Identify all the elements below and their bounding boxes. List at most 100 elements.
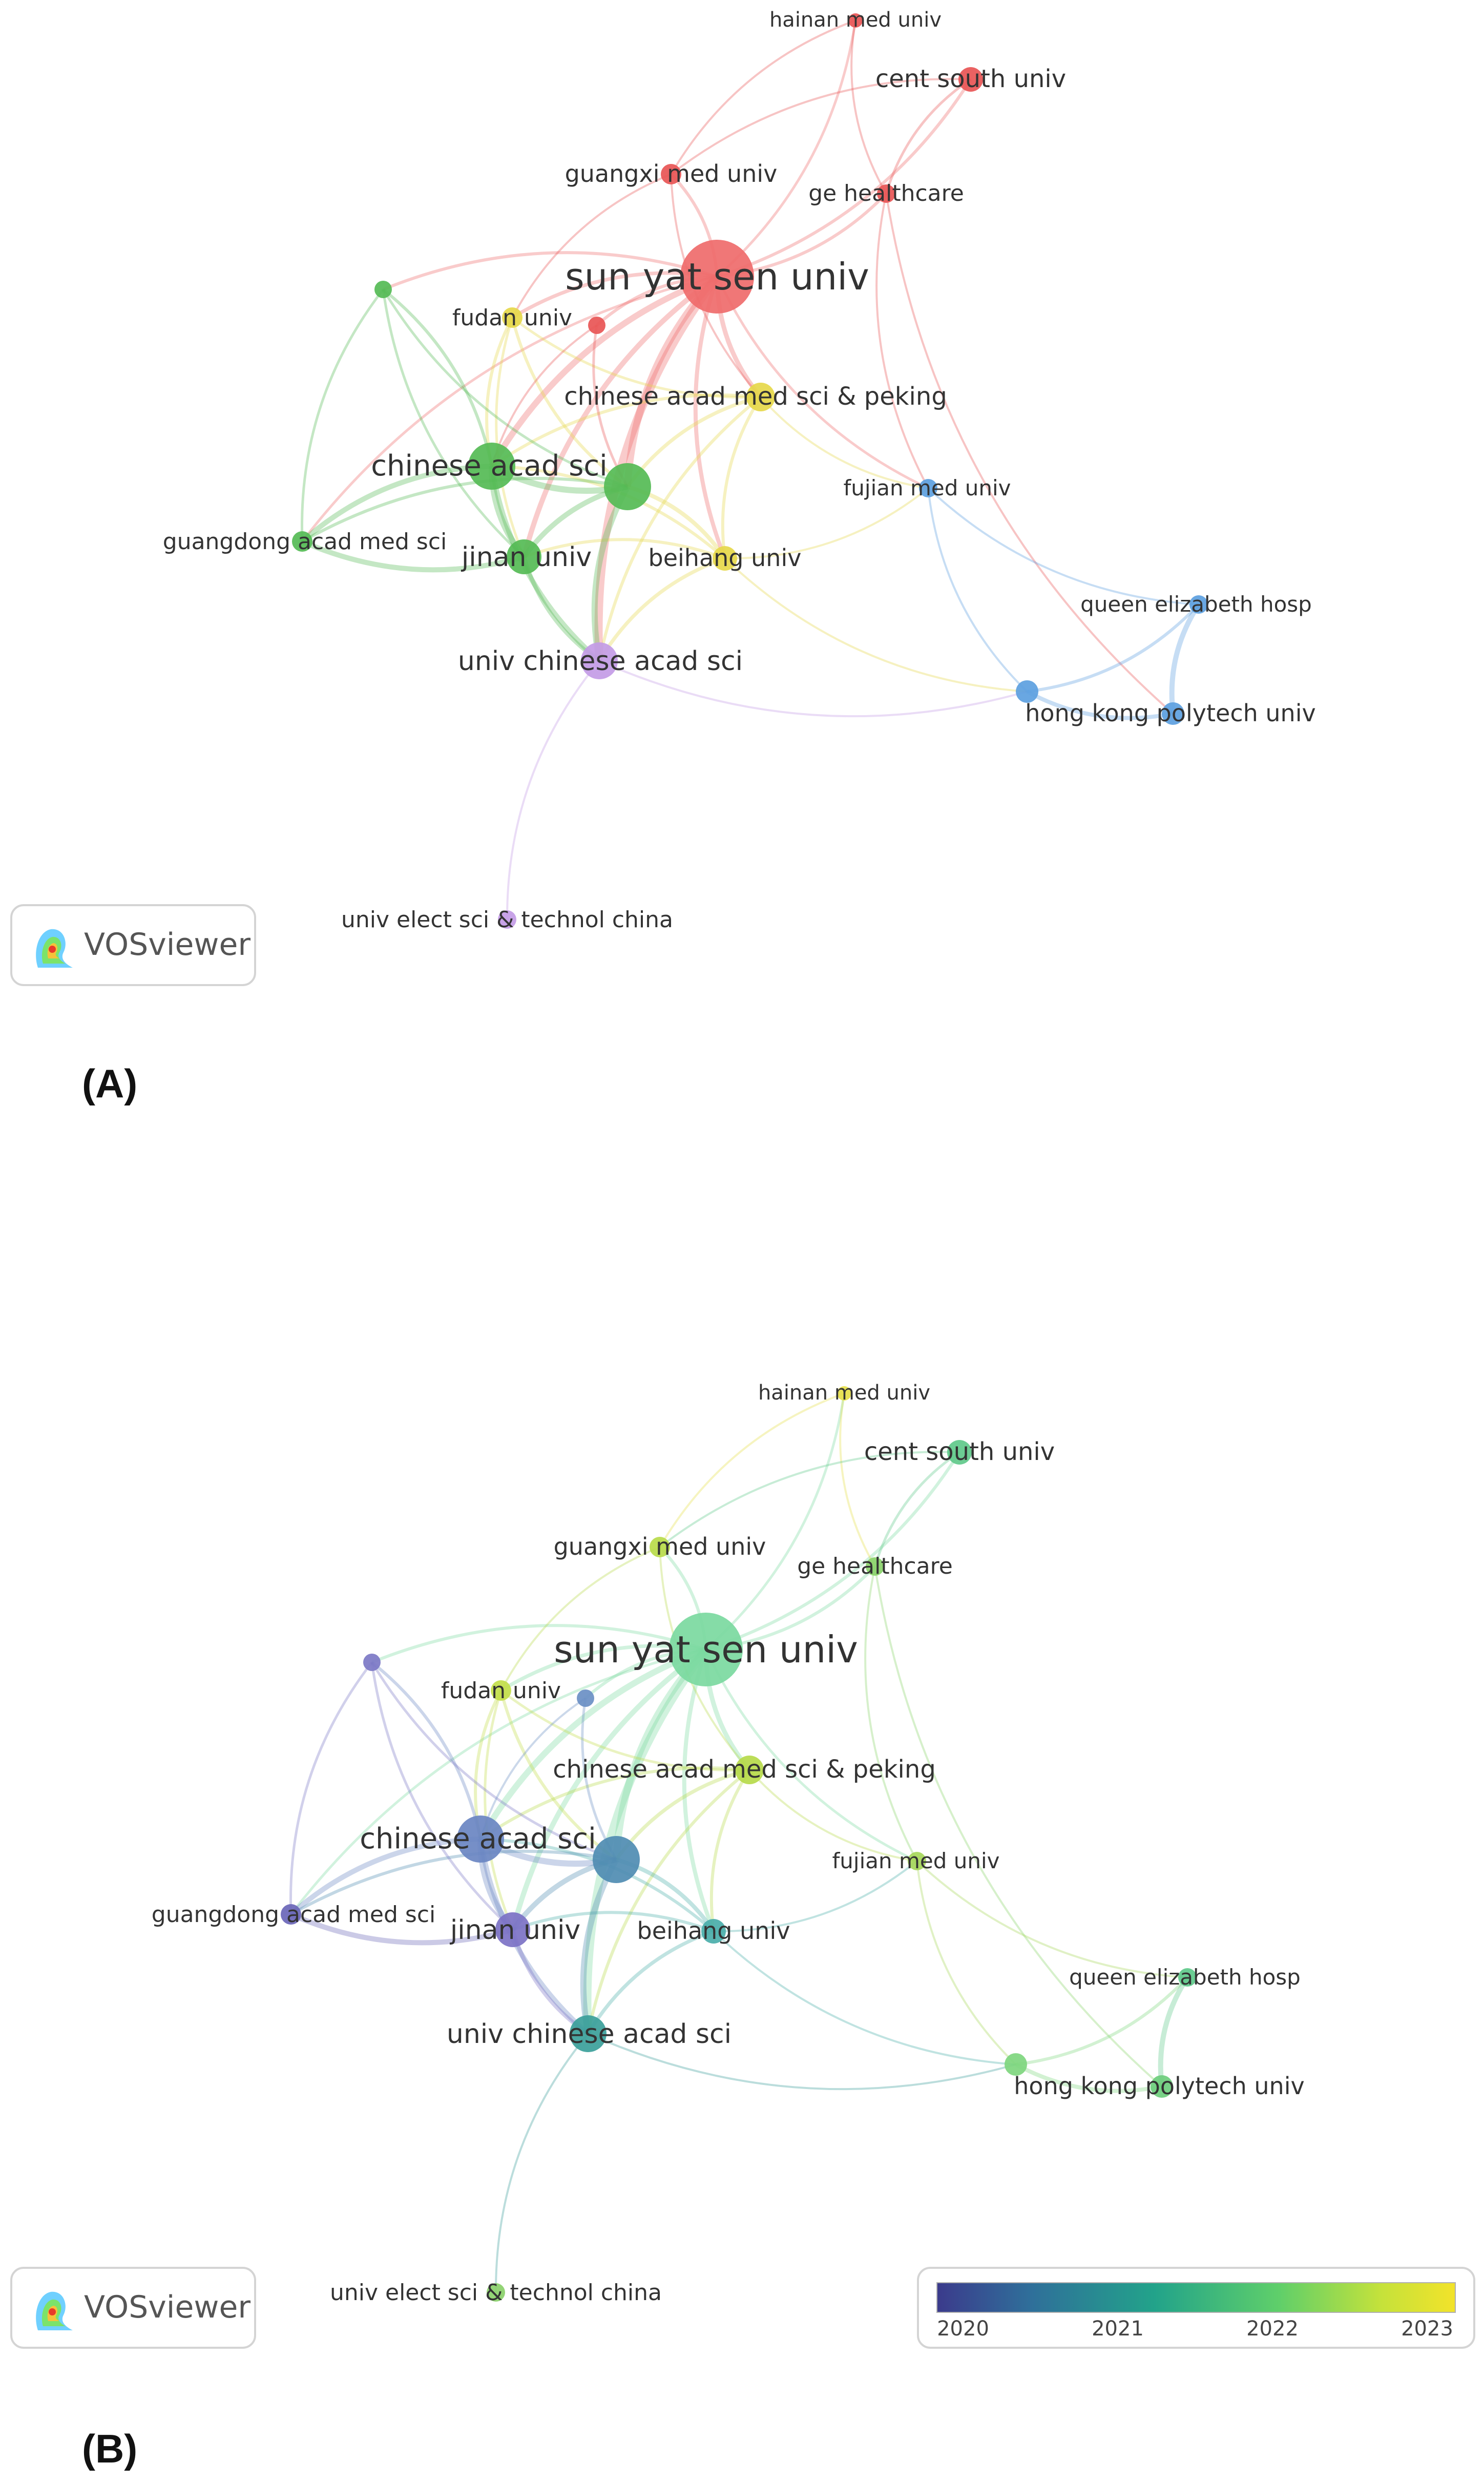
network-node-centsouth[interactable] xyxy=(947,1440,972,1465)
network-edge xyxy=(382,251,718,291)
node-label-ge: ge healthcare xyxy=(808,180,964,206)
network-node-polyu[interactable] xyxy=(1151,2075,1173,2098)
colorbar-gradient xyxy=(936,2282,1456,2313)
node-label-guangxi: guangxi med univ xyxy=(565,160,778,187)
network-edge xyxy=(713,1860,918,1933)
network-node-uestc[interactable] xyxy=(487,2283,505,2302)
node-label-fujian: fujian med univ xyxy=(844,475,1011,500)
network-node-blue_small[interactable] xyxy=(1005,2053,1027,2076)
network-node-fudan[interactable] xyxy=(502,307,522,328)
network-node-guangxi[interactable] xyxy=(661,164,681,184)
network-edge xyxy=(524,538,726,560)
nodes: sun yat sen univ hainan med univ cent sout… xyxy=(163,8,1316,933)
network-node-hainan[interactable] xyxy=(848,13,863,28)
network-graph-a: sun yat sen univ hainan med univ cent sout… xyxy=(163,8,1316,933)
network-node-gdams[interactable] xyxy=(292,531,312,552)
network-edge xyxy=(588,2033,1016,2091)
network-edge xyxy=(301,476,628,543)
network-edge xyxy=(521,274,719,558)
network-node-jinan[interactable] xyxy=(495,1912,530,1947)
network-node-blue_small[interactable] xyxy=(1016,680,1038,703)
network-edge xyxy=(382,288,628,488)
network-edge xyxy=(511,173,672,318)
vosviewer-badge-a: VOSviewer xyxy=(10,904,256,986)
node-label-uestc: univ elect sci & technol china xyxy=(341,907,673,933)
network-node-hainan[interactable] xyxy=(837,1386,851,1401)
network-edge xyxy=(693,276,727,559)
network-node-ge[interactable] xyxy=(866,1557,884,1576)
network-node-fujian[interactable] xyxy=(908,1852,926,1870)
network-node-beihang[interactable] xyxy=(701,1919,726,1944)
network-edge xyxy=(1169,603,1201,714)
network-edge xyxy=(300,464,492,544)
network-node-red_small[interactable] xyxy=(588,317,605,334)
network-edge xyxy=(512,1911,715,1933)
network-node-cas[interactable] xyxy=(457,1815,504,1863)
year-colorbar: 2020 2021 2022 2023 xyxy=(917,2267,1475,2349)
network-node-sysu[interactable] xyxy=(669,1613,743,1686)
network-edge xyxy=(289,1836,481,1916)
node-label-sysu: sun yat sen univ xyxy=(554,1628,858,1671)
vosviewer-label: VOSviewer xyxy=(84,2289,251,2325)
network-node-uestc[interactable] xyxy=(498,910,516,929)
node-label-cas: chinese acad sci xyxy=(371,449,608,483)
network-panel-a: sun yat sen univ hainan med univ cent sout… xyxy=(0,0,1484,1025)
network-node-green_mid[interactable] xyxy=(604,463,651,510)
network-node-green_mid[interactable] xyxy=(593,1836,640,1883)
network-edge xyxy=(748,1769,917,1862)
network-node-polyu[interactable] xyxy=(1162,702,1184,725)
network-node-ucas[interactable] xyxy=(581,642,618,679)
node-label-polyu: hong kong polytech univ xyxy=(1014,2072,1304,2100)
network-edge xyxy=(580,1858,619,2035)
network-edge xyxy=(511,317,761,399)
network-edge xyxy=(724,557,1028,693)
network-node-gdams[interactable] xyxy=(281,1904,301,1925)
node-label-hainan: hainan med univ xyxy=(769,8,942,32)
node-label-ucas: univ chinese acad sci xyxy=(458,646,743,677)
network-node-centsouth[interactable] xyxy=(958,67,983,92)
network-node-qeh[interactable] xyxy=(1189,595,1208,614)
network-node-qeh[interactable] xyxy=(1178,1968,1197,1987)
network-edge xyxy=(709,1769,751,1932)
network-edge xyxy=(916,1861,1017,2065)
network-edge xyxy=(875,193,929,489)
network-edge xyxy=(499,1690,617,1861)
network-edge xyxy=(477,1646,707,1841)
network-node-green_small[interactable] xyxy=(374,281,392,298)
network-panel-b: sun yat sen univ hainan med univ cent sout… xyxy=(0,1352,1484,2377)
network-edge xyxy=(1158,1976,1190,2087)
network-edge xyxy=(500,1689,750,1772)
network-edge xyxy=(491,324,598,467)
network-edge xyxy=(598,395,762,661)
vosviewer-logo-icon xyxy=(36,2291,73,2330)
network-edge xyxy=(583,1647,709,2034)
network-node-fudan[interactable] xyxy=(491,1680,511,1701)
network-node-ge[interactable] xyxy=(877,184,895,203)
network-edge xyxy=(586,1929,715,2035)
network-edge xyxy=(864,1566,918,1862)
network-edge xyxy=(382,289,525,558)
network-node-red_small[interactable] xyxy=(577,1689,594,1707)
node-label-jinan: jinan univ xyxy=(461,542,592,573)
node-label-hainan: hainan med univ xyxy=(758,1381,930,1405)
node-label-qeh: queen elizabeth hosp xyxy=(1069,1965,1301,1990)
network-edge xyxy=(290,1849,617,1916)
node-label-fudan: fudan univ xyxy=(452,305,572,331)
network-node-sysu[interactable] xyxy=(680,240,754,314)
network-node-ucas[interactable] xyxy=(570,2015,607,2052)
colorbar-tick: 2020 xyxy=(937,2317,989,2341)
edges xyxy=(289,1392,1190,2293)
network-node-green_small[interactable] xyxy=(363,1654,381,1671)
network-node-jinan[interactable] xyxy=(507,539,541,574)
node-label-fujian: fujian med univ xyxy=(832,1848,1000,1873)
network-edge xyxy=(371,1661,482,1840)
network-edge xyxy=(594,274,721,661)
network-node-fujian[interactable] xyxy=(919,479,937,497)
network-node-guangxi[interactable] xyxy=(650,1537,670,1557)
network-node-camsp[interactable] xyxy=(746,383,775,411)
node-label-jinan: jinan univ xyxy=(450,1915,580,1946)
node-label-guangxi: guangxi med univ xyxy=(554,1533,766,1560)
network-node-beihang[interactable] xyxy=(713,546,737,571)
network-node-camsp[interactable] xyxy=(735,1756,764,1784)
network-node-cas[interactable] xyxy=(468,443,515,490)
